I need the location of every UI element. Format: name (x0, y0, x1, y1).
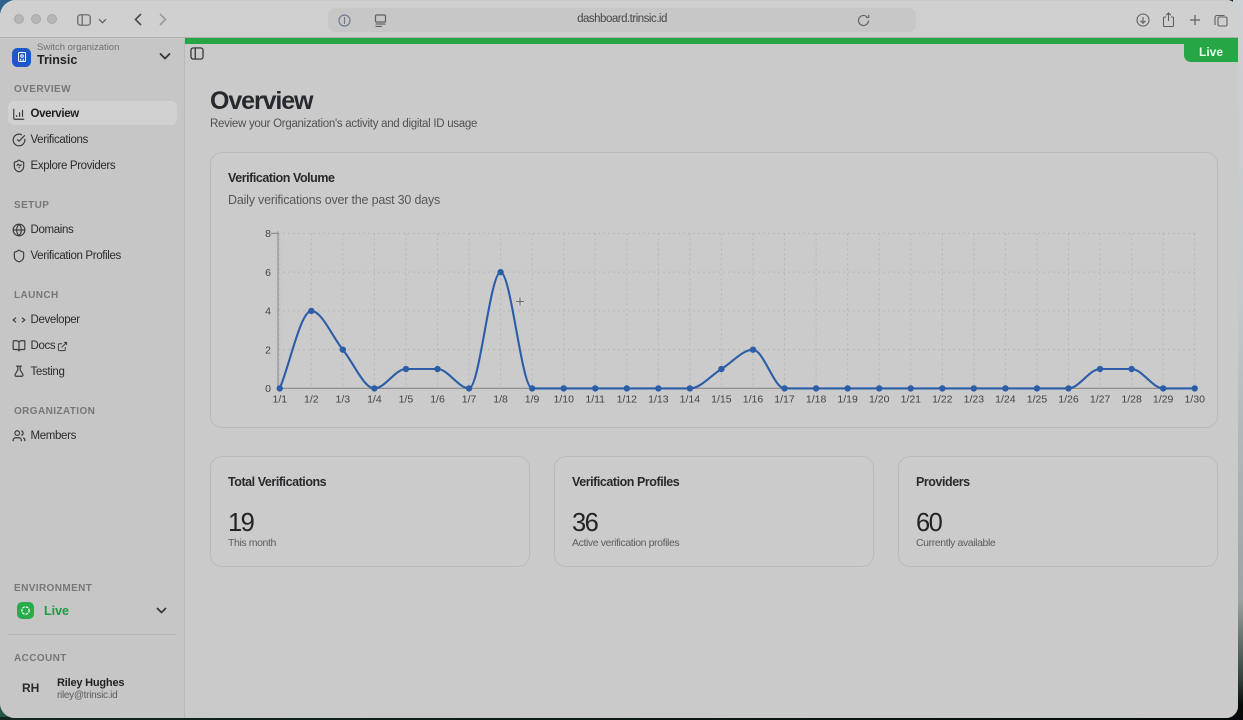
svg-text:1/21: 1/21 (901, 394, 922, 406)
svg-text:1/22: 1/22 (932, 394, 953, 406)
svg-text:1/13: 1/13 (648, 394, 669, 406)
svg-text:1/16: 1/16 (743, 394, 764, 406)
svg-text:1/25: 1/25 (1027, 394, 1048, 406)
svg-text:6: 6 (265, 267, 271, 279)
svg-text:0: 0 (265, 383, 271, 395)
svg-text:1/9: 1/9 (525, 394, 540, 406)
svg-text:1/4: 1/4 (367, 394, 382, 406)
svg-text:4: 4 (265, 306, 271, 318)
svg-text:1/17: 1/17 (774, 394, 795, 406)
svg-text:1/1: 1/1 (272, 394, 287, 406)
svg-text:1/28: 1/28 (1121, 394, 1142, 406)
svg-text:1/11: 1/11 (585, 394, 605, 406)
svg-text:1/20: 1/20 (869, 394, 890, 406)
svg-text:1/12: 1/12 (617, 394, 638, 406)
svg-text:1/5: 1/5 (399, 394, 414, 406)
svg-text:2: 2 (265, 344, 271, 356)
svg-text:1/26: 1/26 (1058, 394, 1079, 406)
svg-text:1/23: 1/23 (964, 394, 985, 406)
svg-text:8: 8 (265, 228, 271, 240)
svg-text:1/3: 1/3 (335, 394, 350, 406)
svg-text:1/6: 1/6 (430, 394, 445, 406)
svg-text:1/18: 1/18 (806, 394, 827, 406)
svg-text:1/8: 1/8 (493, 394, 508, 406)
svg-text:1/19: 1/19 (837, 394, 858, 406)
svg-text:1/29: 1/29 (1153, 394, 1174, 406)
svg-text:1/15: 1/15 (711, 394, 732, 406)
svg-text:1/10: 1/10 (553, 394, 574, 406)
svg-text:1/7: 1/7 (462, 394, 477, 406)
svg-text:1/14: 1/14 (680, 394, 701, 406)
svg-text:1/24: 1/24 (995, 394, 1016, 406)
svg-text:1/30: 1/30 (1184, 394, 1205, 406)
svg-text:1/2: 1/2 (304, 394, 319, 406)
svg-text:1/27: 1/27 (1090, 394, 1111, 406)
